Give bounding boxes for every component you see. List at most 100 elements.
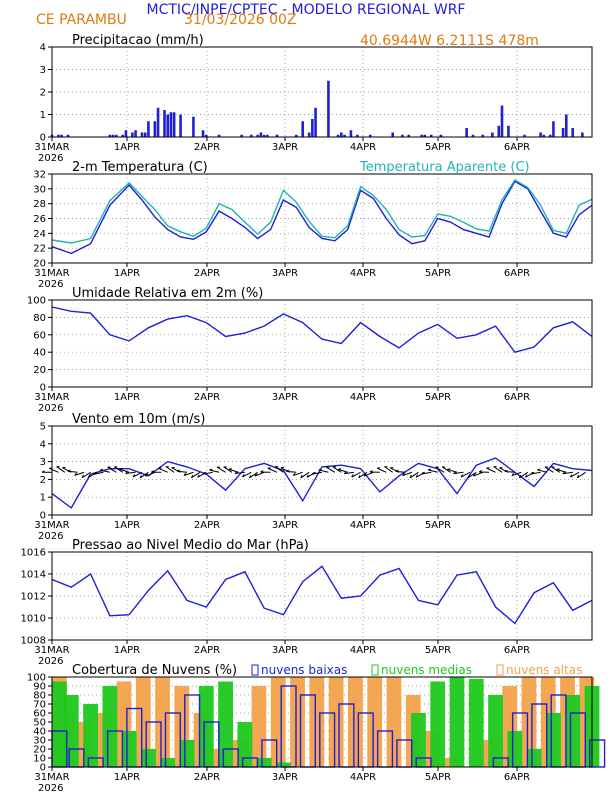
precip-bar	[356, 134, 359, 137]
x-tick-label: 2APR	[194, 645, 220, 656]
wind-arrow-head	[300, 474, 303, 478]
cloud-bar-nuvens-altas	[367, 677, 383, 767]
wind-arrow	[551, 466, 561, 473]
x-tick-label: 2APR	[194, 392, 220, 403]
precip-bar	[143, 132, 147, 137]
wind-arrow-head	[402, 472, 405, 476]
wind-arrow	[132, 471, 143, 478]
precip-bar	[429, 134, 433, 137]
wind-arrow	[274, 466, 284, 473]
cloud-bar-nuvens-medias	[488, 695, 503, 767]
x-tick-label: 31MAR	[34, 142, 69, 153]
precip-bar	[552, 121, 555, 137]
wind-arrow-head	[132, 474, 136, 478]
wind-arrow	[286, 470, 297, 473]
precip-bar	[266, 134, 269, 137]
header-coords: 40.6944W 6.2111S 478m	[360, 33, 539, 49]
wind-arrow-head	[504, 469, 508, 472]
wind-arrow-head	[119, 468, 123, 470]
wind-arrow	[312, 471, 323, 475]
precip-bar	[147, 121, 150, 137]
x-year-label: 2026	[38, 783, 63, 792]
precip-bar	[407, 134, 411, 137]
x-year-label: 2026	[38, 153, 63, 164]
precip-bar	[169, 112, 173, 137]
x-tick-label: 4APR	[350, 392, 376, 403]
wind-arrow	[74, 471, 85, 476]
wind-arrow	[293, 471, 303, 477]
x-tick-label: 31MAR	[34, 645, 69, 656]
wind-arrow	[249, 471, 258, 479]
wind-arrow-head	[518, 474, 522, 479]
wind-arrow	[202, 471, 213, 475]
precip-bar	[140, 132, 144, 137]
precip-bar	[166, 114, 170, 137]
precip-bar	[497, 125, 501, 137]
wind-arrow	[576, 471, 586, 479]
wind-arrow-head	[537, 468, 541, 471]
precip-bar	[343, 134, 346, 137]
wind-arrow	[363, 471, 374, 477]
cloud-bar-nuvens-altas	[270, 677, 286, 767]
wind-arrow-head	[338, 468, 342, 470]
x-tick-label: 3APR	[272, 520, 298, 531]
header-location: CE PARAMBU	[36, 12, 127, 28]
precip-bar	[336, 134, 340, 137]
cloud-bar-nuvens-baixas	[589, 739, 606, 768]
y-tick-label: 1010	[21, 614, 46, 625]
wind-arrow	[453, 471, 464, 475]
wind-arrow-head	[286, 469, 290, 472]
cloud-bar-nuvens-medias	[526, 749, 542, 767]
wind-arrow	[537, 469, 548, 473]
wind-arrow	[519, 471, 528, 479]
wind-arrow-head	[234, 471, 238, 474]
x-tick-label: 2APR	[194, 520, 220, 531]
y-tick-label: 28	[33, 199, 46, 210]
x-tick-label: 5APR	[425, 772, 451, 783]
cloud-bar-nuvens-altas	[155, 677, 170, 767]
y-tick-label: 70	[33, 700, 46, 711]
wind-arrow-head	[395, 469, 399, 472]
x-tick-label: 6APR	[504, 772, 530, 783]
y-tick-label: 26	[33, 214, 46, 225]
wind-arrow	[421, 471, 432, 475]
wind-arrow-head	[125, 471, 129, 474]
wind-arrow-head	[99, 468, 104, 471]
header-run: 31/03/2026 00Z	[184, 12, 297, 28]
panel-rh: 0 20 40 60 80 100 31MAR 1APR 2APR 3APR 4APR 5APR 6AP…	[27, 286, 593, 414]
wind-arrow	[114, 466, 123, 473]
y-tick-label: 60	[33, 709, 46, 720]
wind-arrow	[177, 470, 188, 473]
wind-arrow-head	[202, 471, 206, 475]
wind-arrow-head	[209, 468, 213, 471]
x-tick-label: 5APR	[425, 520, 451, 531]
precip-bar	[571, 128, 575, 137]
x-tick-label: 31MAR	[34, 268, 69, 279]
y-tick-label: 20	[33, 745, 46, 756]
series-line-temperatura	[51, 180, 593, 255]
cloud-bar-nuvens-altas	[290, 677, 305, 767]
wind-arrow	[56, 466, 66, 473]
x-tick-label: 1APR	[114, 392, 140, 403]
x-tick-label: 1APR	[114, 772, 140, 783]
wind-arrow	[493, 466, 503, 473]
precip-bar	[60, 134, 63, 137]
precip-bar	[259, 132, 263, 137]
wind-arrow	[344, 471, 355, 475]
wind-arrow	[183, 471, 194, 476]
cloud-bar-nuvens-medias	[218, 681, 233, 767]
wind-arrow	[409, 471, 419, 479]
wind-arrow	[191, 471, 201, 479]
wind-arrow	[93, 471, 104, 475]
x-tick-label: 3APR	[272, 392, 298, 403]
wind-arrow-head	[460, 474, 464, 478]
precip-bar	[439, 134, 443, 137]
series-line-temperatura-aparente	[51, 178, 593, 244]
wind-arrow	[267, 467, 278, 473]
panel-title-right: Temperatura Aparente (C)	[359, 160, 530, 175]
cloud-bar-nuvens-medias	[468, 678, 484, 767]
wind-arrow	[300, 471, 310, 479]
x-tick-label: 3APR	[272, 142, 298, 153]
cloud-bar-nuvens-medias	[411, 713, 426, 767]
